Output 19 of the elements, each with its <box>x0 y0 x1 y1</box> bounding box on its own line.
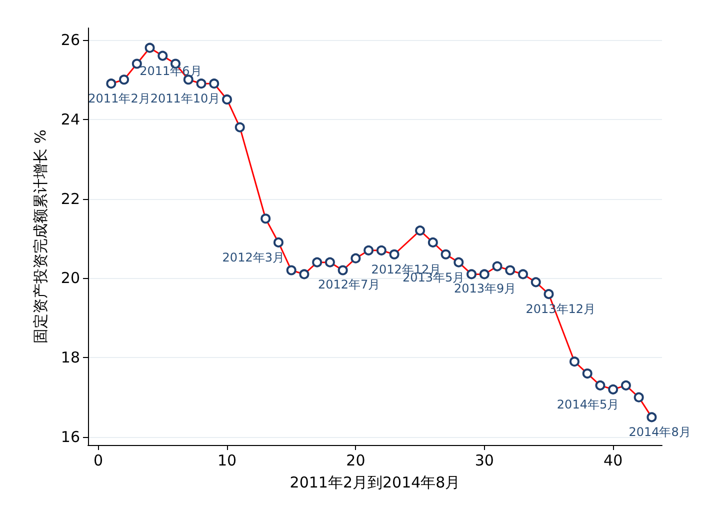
annotation: 2014年8月 <box>628 425 691 440</box>
y-tick-label: 22 <box>60 190 80 208</box>
y-tick-label: 24 <box>60 110 80 128</box>
x-tick-label: 10 <box>217 452 237 470</box>
x-tick-label: 20 <box>346 452 366 470</box>
annotation: 2012年3月 <box>222 250 284 264</box>
x-axis-title: 2011年2月到2014年8月 <box>290 474 460 492</box>
y-axis-title: 固定资产投资完成额累计增长 % <box>32 129 50 344</box>
annotation: 2012年7月 <box>318 277 380 292</box>
annotation: 2014年5月 <box>556 397 620 412</box>
x-tick-label: 40 <box>604 452 623 470</box>
x-tick-label: 30 <box>474 452 494 470</box>
x-tick-label: 0 <box>94 452 104 470</box>
annotation: 2011年2月 <box>88 92 150 106</box>
y-tick-label: 18 <box>60 348 80 367</box>
annotation: 2011年10月 <box>150 92 220 106</box>
y-tick-label: 26 <box>60 30 80 49</box>
y-tick-label: 16 <box>60 428 80 446</box>
y-tick-label: 20 <box>60 269 80 288</box>
